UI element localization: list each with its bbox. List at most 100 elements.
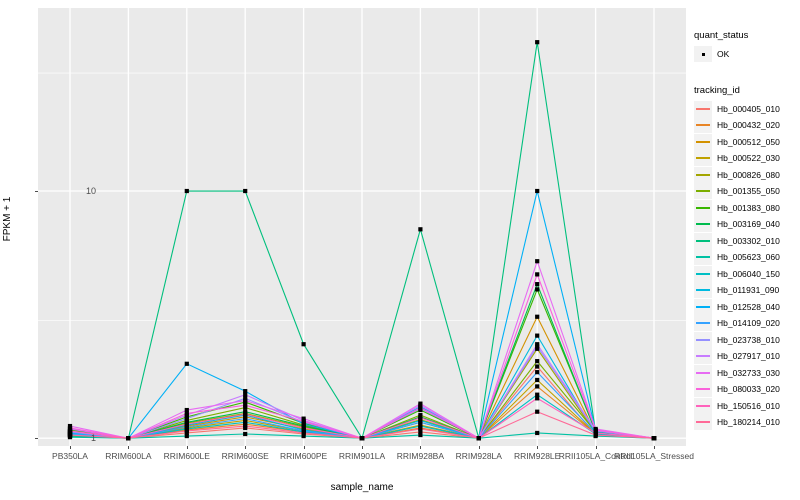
x-tick-mark bbox=[595, 446, 597, 449]
data-point bbox=[184, 422, 189, 427]
legend-item[interactable]: Hb_000432_020 bbox=[690, 117, 800, 134]
x-tick-label: RRIM600LE bbox=[163, 451, 210, 461]
data-point bbox=[651, 436, 657, 441]
legend-item[interactable]: Hb_000512_050 bbox=[690, 133, 800, 151]
data-point bbox=[535, 272, 540, 277]
data-point bbox=[535, 370, 540, 375]
legend-item[interactable]: Hb_023738_010 bbox=[690, 331, 800, 349]
legend-item[interactable]: Hb_001355_050 bbox=[690, 183, 800, 200]
series-line bbox=[69, 315, 655, 439]
data-point bbox=[418, 429, 423, 435]
data-point bbox=[67, 432, 73, 438]
legend-label: OK bbox=[717, 49, 730, 60]
x-tick-label: RRIM600SE bbox=[221, 451, 269, 461]
data-point bbox=[418, 405, 423, 410]
legend-key-swatch bbox=[694, 100, 712, 117]
legend-line-icon bbox=[696, 289, 710, 292]
legend-line-icon bbox=[696, 421, 710, 424]
legend-label: Hb_005623_060 bbox=[717, 252, 780, 263]
legend-item[interactable]: Hb_000405_010 bbox=[690, 100, 800, 118]
legend-item[interactable]: Hb_006040_150 bbox=[690, 265, 800, 283]
legend-label: Hb_003302_010 bbox=[717, 235, 780, 246]
legend-item[interactable]: Hb_001383_080 bbox=[690, 199, 800, 217]
x-tick-mark bbox=[186, 446, 188, 449]
data-point bbox=[243, 416, 248, 421]
legend-line-icon bbox=[696, 223, 710, 226]
legend-line-icon bbox=[696, 404, 710, 407]
legend-key-swatch bbox=[694, 397, 712, 414]
data-point bbox=[535, 396, 540, 401]
legend-item[interactable]: Hb_014109_020 bbox=[690, 315, 800, 332]
legend-key-swatch bbox=[694, 150, 712, 167]
legend-item[interactable]: Hb_027917_010 bbox=[690, 348, 800, 365]
legend-item[interactable]: Hb_080033_020 bbox=[690, 381, 800, 398]
legend-key-swatch bbox=[694, 364, 712, 381]
x-tick-label: RRIM928LA bbox=[455, 451, 502, 461]
legend-line-icon bbox=[696, 388, 710, 391]
legend-item[interactable]: Hb_150516_010 bbox=[690, 397, 800, 415]
data-point bbox=[243, 398, 248, 403]
x-tick-label: RRII105LA_Control bbox=[558, 451, 633, 461]
legend-item[interactable]: Hb_000826_080 bbox=[690, 166, 800, 184]
legend-label: Hb_180214_010 bbox=[717, 417, 780, 428]
data-point bbox=[243, 389, 248, 394]
x-tick-mark bbox=[70, 446, 71, 449]
data-point bbox=[418, 415, 423, 420]
legend-label: Hb_001383_080 bbox=[717, 202, 780, 213]
x-tick-label: RRIM600LA bbox=[105, 451, 152, 461]
legend-line-icon bbox=[696, 272, 710, 275]
data-point bbox=[184, 407, 189, 413]
data-point bbox=[535, 346, 540, 351]
legend-item[interactable]: Hb_000522_030 bbox=[690, 150, 800, 167]
data-point bbox=[184, 416, 189, 421]
legend-item[interactable]: Hb_011931_090 bbox=[690, 282, 800, 299]
legend-item[interactable]: OK bbox=[690, 46, 800, 63]
data-point bbox=[301, 425, 306, 431]
data-point bbox=[593, 427, 598, 433]
legend-line-icon bbox=[696, 124, 710, 127]
data-point bbox=[243, 392, 248, 397]
legend-line-icon bbox=[696, 157, 710, 160]
data-point bbox=[535, 287, 540, 292]
legend-line-icon bbox=[696, 355, 710, 358]
legend-item[interactable]: Hb_003169_040 bbox=[690, 216, 800, 233]
data-point bbox=[535, 40, 540, 45]
legend-key-swatch bbox=[694, 46, 712, 63]
legend-item[interactable]: Hb_003302_010 bbox=[690, 232, 800, 250]
data-point bbox=[301, 433, 306, 439]
legend-label: Hb_014109_020 bbox=[717, 318, 780, 329]
legend-key-swatch bbox=[694, 216, 712, 233]
data-point bbox=[418, 423, 423, 429]
y-tick-mark bbox=[35, 191, 38, 192]
x-tick-mark bbox=[128, 446, 130, 449]
legend-line-icon bbox=[696, 305, 710, 308]
legend-line-icon bbox=[696, 256, 710, 259]
legend-line-icon bbox=[696, 371, 710, 374]
legend-key-swatch bbox=[694, 381, 712, 398]
data-point bbox=[535, 282, 540, 287]
legend-line-icon bbox=[696, 107, 710, 110]
legend-item[interactable]: Hb_180214_010 bbox=[690, 414, 800, 431]
data-point bbox=[243, 405, 248, 410]
legend-key-swatch bbox=[694, 183, 712, 200]
legend-label: Hb_023738_010 bbox=[717, 334, 780, 345]
data-point bbox=[535, 333, 540, 338]
data-point bbox=[301, 342, 306, 347]
data-point bbox=[243, 431, 248, 437]
legend-item[interactable]: Hb_005623_060 bbox=[690, 249, 800, 266]
legend-item[interactable]: Hb_012528_040 bbox=[690, 298, 800, 316]
data-point bbox=[535, 188, 540, 194]
data-point bbox=[359, 436, 365, 441]
data-point bbox=[535, 392, 540, 397]
legend-line-icon bbox=[696, 173, 710, 176]
legend-key-swatch bbox=[694, 265, 712, 282]
data-point bbox=[184, 428, 189, 434]
data-point bbox=[243, 420, 248, 425]
x-tick-label: RRIM901LA bbox=[338, 451, 386, 461]
x-tick-label: RRIM600PE bbox=[279, 451, 328, 461]
legend-item[interactable]: Hb_032733_030 bbox=[690, 364, 800, 382]
data-point bbox=[243, 188, 248, 194]
legend-point-icon bbox=[701, 52, 705, 56]
series-line bbox=[69, 42, 655, 440]
